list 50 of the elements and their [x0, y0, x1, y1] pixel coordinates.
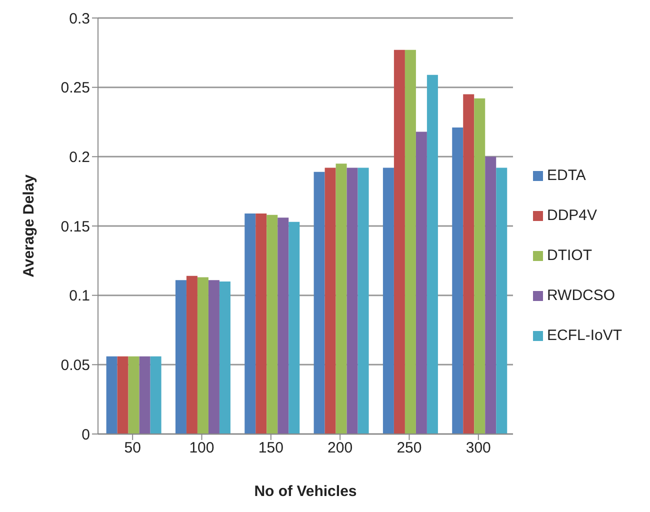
bar [346, 168, 358, 434]
legend-label: RWDCSO [546, 287, 616, 304]
x-tick-label: 300 [466, 440, 491, 457]
x-tick-label: 50 [124, 440, 141, 457]
bar [416, 132, 427, 434]
y-tick-label: 0.25 [60, 80, 90, 97]
bar [452, 128, 464, 434]
bar [186, 276, 198, 434]
bar [266, 214, 278, 434]
bar [382, 168, 394, 434]
y-tick-label: 0.05 [60, 356, 90, 374]
bar [404, 50, 416, 434]
y-tick-label: 0.3 [69, 10, 90, 28]
bar [139, 356, 150, 434]
legend-label: EDTA [546, 167, 586, 184]
bar [324, 168, 336, 434]
y-tick-label: 0.2 [69, 148, 90, 166]
bar [463, 94, 474, 434]
y-tick-label: 0.1 [69, 288, 90, 305]
bar [175, 280, 186, 434]
bar [278, 218, 289, 434]
y-axis-title: Average Delay [20, 174, 38, 278]
x-tick-label: 250 [396, 440, 422, 457]
x-axis-title: No of Vehicles [254, 483, 357, 500]
bar [244, 214, 256, 434]
bar [358, 168, 369, 434]
bar [314, 172, 325, 434]
bar [288, 222, 300, 434]
bar [496, 168, 508, 434]
legend-label: DDP4V [546, 207, 598, 224]
y-tick-label: 0.15 [60, 218, 90, 236]
bar [150, 356, 162, 434]
legend-label: ECFL-IoVT [546, 327, 622, 344]
bar [336, 164, 347, 434]
x-tick-label: 200 [328, 440, 353, 457]
bar [474, 98, 486, 434]
bar [106, 356, 118, 434]
bar [117, 356, 128, 434]
bar [394, 50, 405, 434]
x-tick-label: 150 [258, 440, 284, 457]
bar [426, 74, 438, 434]
x-tick-label: 100 [189, 440, 214, 457]
y-tick-label: 0 [82, 426, 90, 444]
bar [208, 280, 220, 434]
bar [128, 356, 140, 434]
legend-label: DTIOT [546, 247, 592, 264]
bar [256, 214, 267, 434]
bar [197, 277, 208, 434]
bar [219, 281, 230, 434]
bar [485, 156, 496, 434]
